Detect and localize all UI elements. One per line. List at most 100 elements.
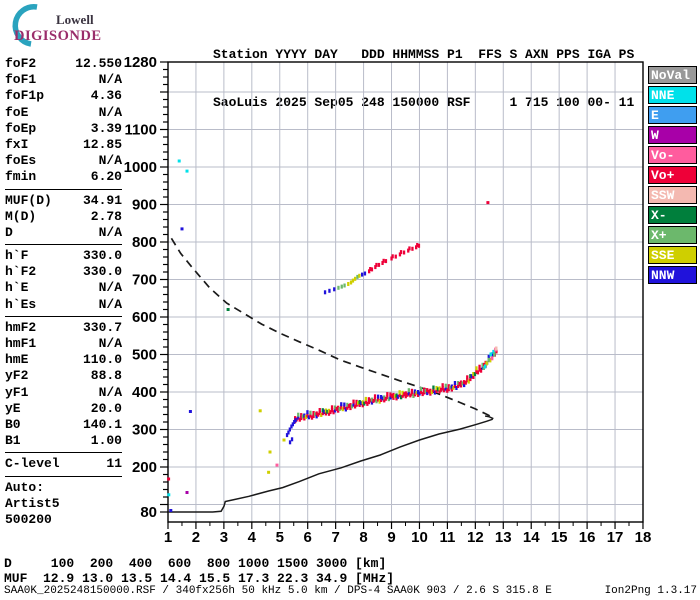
param-label: foF1p <box>5 88 45 104</box>
param-row-mufd: MUF(D) 34.91 <box>5 193 122 209</box>
y-axis-tick-label: 400 <box>132 384 157 401</box>
param-label: D <box>5 224 13 240</box>
param-row-b1: B1 1.00 <box>5 433 122 449</box>
param-label: h`F <box>5 248 29 264</box>
param-value: 330.7 <box>82 319 122 335</box>
header-line-values: SaoLuis 2025 Sep05 248 150000 RSF 1 715 … <box>213 95 635 110</box>
param-row-fxi: fxI 12.85 <box>5 137 122 153</box>
param-label: yF1 <box>5 384 29 400</box>
param-label: hmE <box>5 352 29 368</box>
param-row-ye: yE 20.0 <box>5 401 122 417</box>
y-axis-tick-label: 80 <box>140 504 157 521</box>
x-axis-tick-label: 5 <box>276 529 284 546</box>
param-row-b0: B0 140.1 <box>5 417 122 433</box>
param-value: 88.8 <box>90 368 122 384</box>
muf-row: MUF 12.9 13.0 13.5 14.4 15.5 17.3 22.3 3… <box>4 571 395 586</box>
param-value: 34.91 <box>82 192 122 208</box>
x-axis-tick-label: 12 <box>467 529 484 546</box>
param-row-yf1: yF1 N/A <box>5 385 122 401</box>
legend-item-noval: NoVal <box>648 66 697 84</box>
y-axis-tick-label: 1100 <box>124 122 157 139</box>
param-label: hmF1 <box>5 336 37 351</box>
logo-arc-icon <box>12 4 38 47</box>
x-axis-tick-label: 18 <box>635 529 652 546</box>
param-value: N/A <box>98 72 122 88</box>
param-row-foep: foEp 3.39 <box>5 121 122 137</box>
param-value: 2.78 <box>90 208 122 224</box>
legend-item-e: E <box>648 106 697 124</box>
param-label: fxI <box>5 136 29 152</box>
param-row-fof1p: foF1p 4.36 <box>5 88 122 104</box>
legend-item-x: X- <box>648 206 697 224</box>
logo-text-digisonde: DIGISONDE <box>14 28 102 44</box>
param-row-hmf1: hmF1 N/A <box>5 336 122 352</box>
autoscaling-info-line: Auto: <box>5 479 45 495</box>
param-value: 1.00 <box>90 433 122 449</box>
param-row-clevel: C-level 11 <box>5 456 122 472</box>
param-value: N/A <box>98 384 122 400</box>
x-axis-tick-label: 3 <box>220 529 228 546</box>
x-axis-tick-label: 7 <box>331 529 339 546</box>
param-row-foes: foEs N/A <box>5 153 122 169</box>
parameter-panel: foF2 12.550 foF1 N/A foF1p 4.36 foE N/A foEp 3.39… <box>5 56 122 528</box>
param-value: 6.20 <box>90 169 122 185</box>
param-value: 11 <box>106 456 122 472</box>
param-row-fmin: fmin 6.20 <box>5 169 122 185</box>
param-value: 12.550 <box>75 56 122 71</box>
param-label: C-level <box>5 456 60 472</box>
param-label: h`E <box>5 280 29 296</box>
x-axis-tick-label: 11 <box>439 529 455 546</box>
param-label: foEs <box>5 153 37 169</box>
param-separator <box>5 315 122 317</box>
legend-item-w: W <box>648 126 697 144</box>
y-axis-tick-label: 200 <box>132 459 157 476</box>
x-axis-tick-label: 17 <box>607 529 624 546</box>
param-label: foF1 <box>5 72 37 88</box>
param-label: h`Es <box>5 296 37 312</box>
y-axis-tick-label: 300 <box>132 422 157 439</box>
param-value: N/A <box>98 153 122 169</box>
legend-item-nnw: NNW <box>648 266 697 284</box>
param-row-he: h`E N/A <box>5 280 122 296</box>
param-label: foEp <box>5 120 37 136</box>
header-line-captions: Station YYYY DAY DDD HHMMSS P1 FFS S AXN… <box>213 47 635 62</box>
param-label: hmF2 <box>5 319 37 335</box>
param-label: yE <box>5 400 21 416</box>
param-value: N/A <box>98 280 122 296</box>
legend-item-nne: NNE <box>648 86 697 104</box>
echo-color-legend: NoVal NNE E W Vo- Vo+ SSW X- X+ SSE NNW <box>648 66 697 286</box>
param-value: 12.85 <box>82 136 122 152</box>
true-height-profile <box>168 415 494 513</box>
param-row-fof2: foF2 12.550 <box>5 56 122 72</box>
param-value: 140.1 <box>82 416 122 432</box>
param-value: 3.39 <box>90 120 122 136</box>
param-value: 20.0 <box>90 400 122 416</box>
x-axis-tick-label: 9 <box>387 529 395 546</box>
param-separator <box>5 244 122 246</box>
param-row-hf2: h`F2 330.0 <box>5 264 122 280</box>
logo-text-lowell: Lowell <box>56 12 94 27</box>
param-label: MUF(D) <box>5 192 52 208</box>
legend-item-vo: Vo+ <box>648 166 697 184</box>
param-row-md: M(D) 2.78 <box>5 209 122 225</box>
y-axis-tick-label: 900 <box>132 197 157 214</box>
x-axis-tick-label: 16 <box>579 529 596 546</box>
y-axis-tick-label: 800 <box>132 234 157 251</box>
autoscaling-info-line: Artist5 <box>5 495 60 511</box>
param-row-hes: h`Es N/A <box>5 297 122 313</box>
param-separator <box>5 188 122 190</box>
legend-item-sse: SSE <box>648 246 697 264</box>
param-value: 330.0 <box>82 248 122 264</box>
x-axis-tick-label: 1 <box>164 529 172 546</box>
param-label: foF2 <box>5 56 37 71</box>
param-row-hf: h`F 330.0 <box>5 248 122 264</box>
x-axis-tick-label: 2 <box>192 529 200 546</box>
station-header: Station YYYY DAY DDD HHMMSS P1 FFS S AXN… <box>213 15 634 143</box>
x-axis-tick-label: 13 <box>495 529 512 546</box>
param-row-yf2: yF2 88.8 <box>5 368 122 384</box>
y-axis-tick-label: 500 <box>132 347 157 364</box>
status-bar-left: SAA0K_2025248150000.RSF / 340fx256h 50 k… <box>4 585 552 597</box>
param-row-fof1: foF1 N/A <box>5 72 122 88</box>
